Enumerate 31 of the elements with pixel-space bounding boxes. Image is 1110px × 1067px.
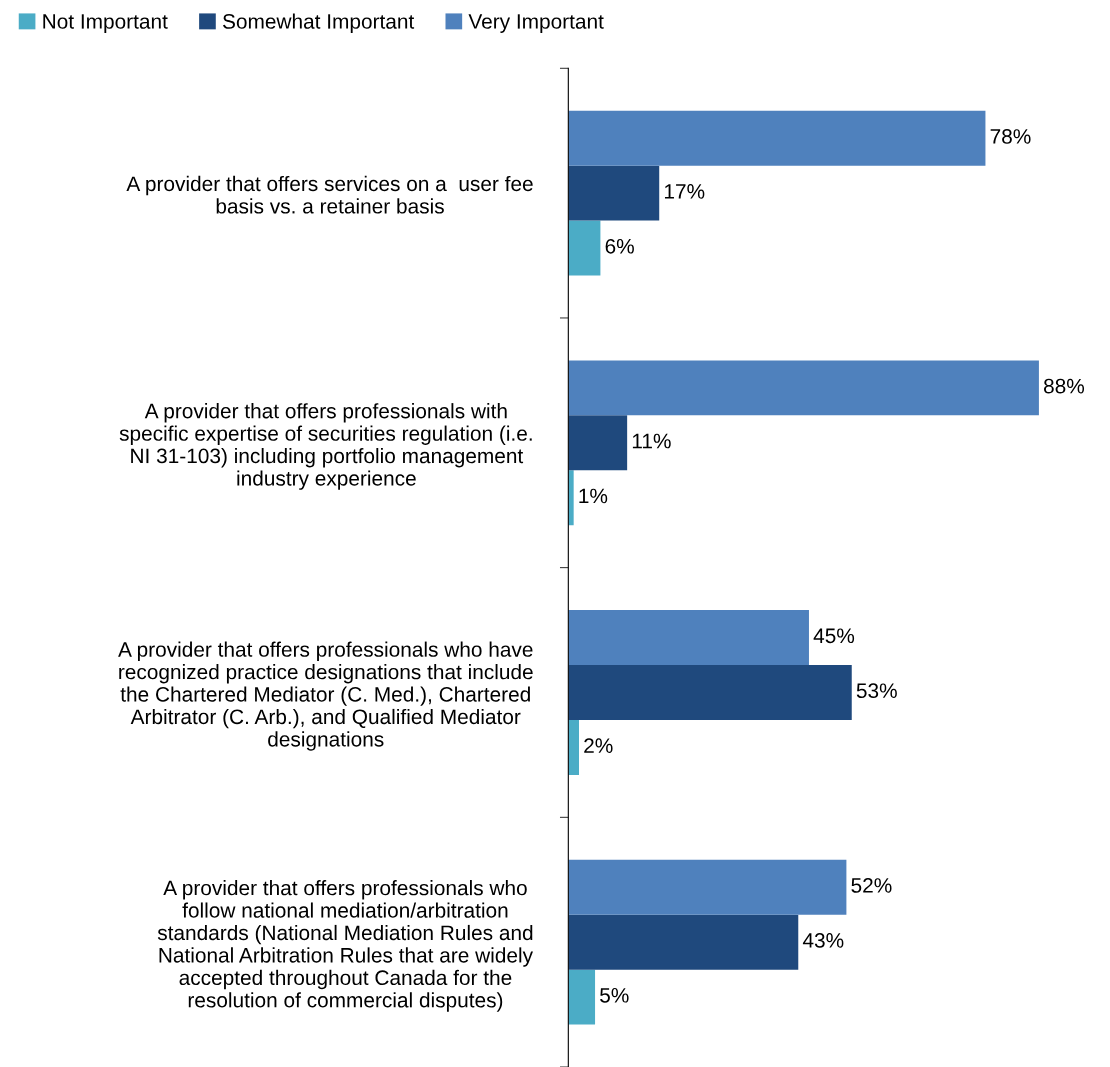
y-tick-label: A provider that offers professionals who have recognized practice designations that include the Chartered Mediator (C. Med.), Chartered Arbitrator (C. Arb.), and Qualified Mediator designations — [118, 641, 533, 751]
y-tick-label: A provider that offers professionals with specific expertise of securities regulation (i.e. NI 31-103) including portfolio management industry experience — [119, 403, 532, 490]
bar — [568, 220, 601, 276]
bar — [568, 110, 986, 166]
bar — [568, 719, 580, 775]
data-label: 78% — [990, 129, 1031, 144]
data-label: 53% — [856, 683, 897, 699]
legend-label: Not Important — [43, 14, 168, 33]
bar — [568, 610, 809, 666]
data-label: 88% — [1043, 378, 1085, 394]
data-label: 43% — [802, 933, 844, 948]
bar — [568, 969, 596, 1025]
data-label: 2% — [584, 738, 613, 753]
data-label: 17% — [664, 184, 705, 199]
bar — [568, 165, 660, 221]
bar — [568, 665, 852, 720]
y-tick-label: A provider that offers services on a user fee basis vs. a retainer basis — [126, 175, 533, 214]
bar — [568, 360, 1039, 416]
data-label: 1% — [579, 488, 608, 504]
legend-label: Somewhat Important — [222, 13, 415, 33]
data-label: 5% — [600, 988, 629, 1003]
bar — [568, 914, 799, 970]
y-tick-label: A provider that offers professionals who follow national mediation/arbitration standards (National Mediation Rules and National Arbitration Rules that are widely accepted throughout Canada for the resolution of commercial disputes) — [157, 880, 533, 1012]
data-label: 45% — [813, 628, 855, 644]
data-label: 6% — [605, 238, 634, 254]
bar — [568, 415, 628, 471]
data-label: 11% — [632, 433, 671, 449]
legend-label: Very Important — [468, 14, 604, 33]
data-label: 52% — [851, 878, 892, 893]
bar — [568, 859, 847, 915]
bar — [568, 470, 574, 526]
